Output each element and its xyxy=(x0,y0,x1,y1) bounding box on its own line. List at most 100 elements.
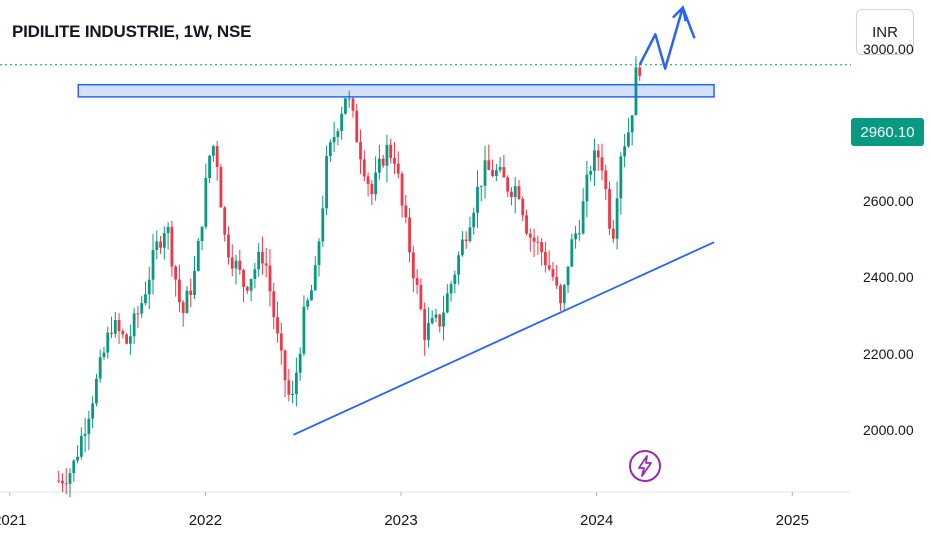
candle-body xyxy=(359,142,362,160)
candle-body xyxy=(551,269,555,277)
candle-body xyxy=(68,473,72,484)
candle-body xyxy=(408,217,411,253)
candle-body xyxy=(434,314,438,318)
candle-body xyxy=(189,290,193,296)
candle-body xyxy=(211,146,215,156)
candle-body xyxy=(234,260,238,269)
candle-body xyxy=(155,241,159,250)
candle-body xyxy=(510,191,513,198)
candle-body xyxy=(261,251,264,264)
candle-body xyxy=(200,226,204,242)
x-tick-label: 2022 xyxy=(188,512,223,529)
candle-body xyxy=(238,260,242,270)
x-tick-label: 2023 xyxy=(384,512,418,529)
candle-body xyxy=(351,98,355,111)
candle-body xyxy=(577,233,581,235)
candle-body xyxy=(468,227,472,241)
candle-body xyxy=(227,234,230,258)
candle-body xyxy=(381,158,385,166)
candle-body xyxy=(532,237,536,242)
drawing-tools xyxy=(77,5,715,436)
candle-body xyxy=(178,279,181,303)
candle-body xyxy=(264,263,268,266)
projection-arrowhead xyxy=(672,5,688,22)
candle-body xyxy=(615,198,619,239)
candle-body xyxy=(230,257,234,269)
candle-body xyxy=(411,252,415,279)
candle-body xyxy=(638,67,642,76)
candle-body xyxy=(196,241,200,271)
candle-body xyxy=(442,312,445,327)
candle-body xyxy=(325,156,328,209)
candle-body xyxy=(245,286,249,291)
candle-body xyxy=(479,185,483,187)
candle-body xyxy=(276,317,279,334)
candle-body xyxy=(170,226,174,267)
candle-body xyxy=(385,144,389,166)
candle-body xyxy=(283,350,287,381)
candle-body xyxy=(476,186,479,213)
candle-body xyxy=(611,228,615,239)
candle-body xyxy=(521,198,525,216)
candle-body xyxy=(215,146,219,168)
candle-body xyxy=(313,265,317,291)
x-axis-tick-marks xyxy=(9,492,793,496)
candle-body xyxy=(419,284,423,310)
candle-body xyxy=(366,176,370,184)
candle-body xyxy=(427,323,430,340)
candle-body xyxy=(619,156,623,199)
candle-body xyxy=(294,372,298,395)
support-trendline xyxy=(293,241,715,436)
x-tick-label: 2025 xyxy=(775,512,809,529)
candle-body xyxy=(321,208,325,242)
candle-body xyxy=(223,207,227,235)
candle-body xyxy=(415,278,419,285)
candle-body xyxy=(362,159,366,177)
candle-body xyxy=(344,98,347,114)
candlestick-series xyxy=(57,56,642,498)
candle-body xyxy=(423,309,427,340)
candle-body xyxy=(396,163,400,174)
candle-body xyxy=(494,170,498,176)
candle-body xyxy=(117,319,121,332)
y-tick-label: 2600.00 xyxy=(863,193,914,210)
candle-body xyxy=(400,173,404,206)
candle-body xyxy=(102,352,106,358)
candle-body xyxy=(144,294,147,304)
candle-body xyxy=(302,306,306,354)
candle-body xyxy=(159,241,162,248)
candle-body xyxy=(76,456,79,461)
y-tick-label: 2000.00 xyxy=(863,421,914,438)
candle-body xyxy=(208,155,212,178)
candle-body xyxy=(596,150,600,158)
candle-body xyxy=(310,290,313,301)
candle-body xyxy=(136,313,140,315)
candle-body xyxy=(570,239,574,267)
candle-body xyxy=(457,255,461,275)
candle-body xyxy=(121,331,125,335)
currency-button[interactable]: INR xyxy=(856,9,914,55)
candle-body xyxy=(257,251,261,270)
candle-body xyxy=(132,313,136,337)
candle-body xyxy=(151,249,155,280)
candle-body xyxy=(589,170,593,175)
candle-body xyxy=(340,113,344,131)
candle-body xyxy=(555,276,559,286)
candle-body xyxy=(547,265,551,270)
candle-body xyxy=(57,480,61,482)
candle-body xyxy=(166,226,170,234)
candle-body xyxy=(83,433,87,436)
candle-body xyxy=(332,137,336,143)
candle-body xyxy=(336,130,340,138)
candle-body xyxy=(543,252,547,266)
candle-body xyxy=(438,314,442,327)
candle-body xyxy=(298,353,302,373)
candle-body xyxy=(604,170,608,190)
candle-body xyxy=(393,158,396,164)
candle-body xyxy=(355,110,359,143)
lightning-bolt-icon[interactable] xyxy=(628,449,662,483)
candle-body xyxy=(566,266,570,286)
candle-body xyxy=(317,241,321,266)
candle-body xyxy=(634,67,638,116)
